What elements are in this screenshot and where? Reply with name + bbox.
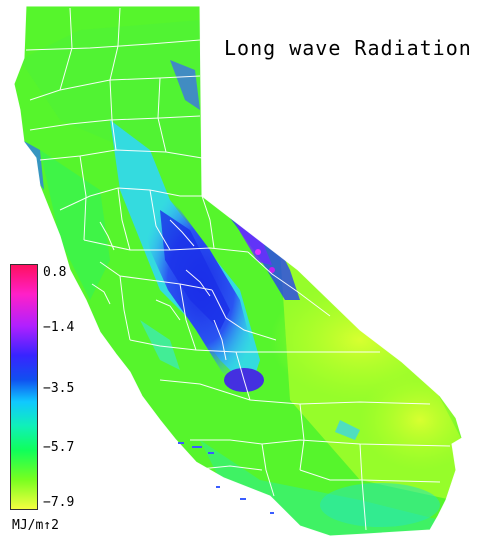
legend-tick-4: −5.7 bbox=[43, 440, 75, 455]
legend-tick-2: −1.4 bbox=[43, 320, 75, 335]
legend-unit-label: MJ/m↑2 bbox=[12, 518, 59, 533]
legend-tick-min: −7.9 bbox=[43, 495, 75, 510]
legend-color-bar bbox=[10, 264, 38, 510]
legend-tick-max: 0.8 bbox=[43, 265, 67, 280]
legend-tick-3: −3.5 bbox=[43, 381, 75, 396]
map-title: Long wave Radiation bbox=[224, 36, 472, 60]
county-boundaries bbox=[13, 5, 463, 537]
offshore-islands bbox=[178, 442, 274, 514]
color-legend: 0.8 −1.4 −3.5 −5.7 −7.9 bbox=[10, 264, 100, 550]
